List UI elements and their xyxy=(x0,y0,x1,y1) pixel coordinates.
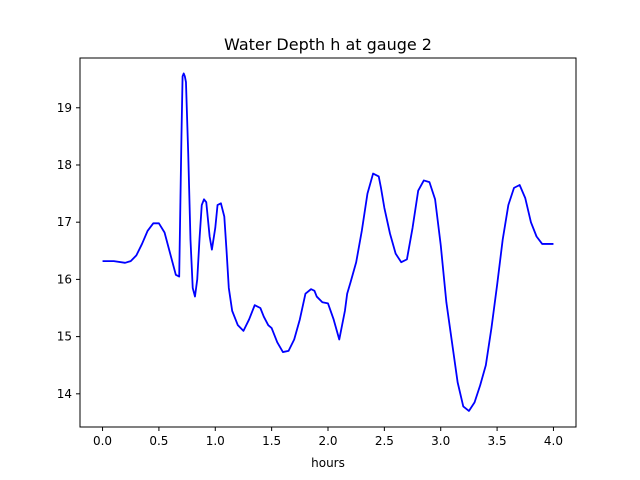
y-tick-label: 15 xyxy=(57,330,72,344)
series-line-0 xyxy=(102,72,554,412)
x-tick-label: 4.0 xyxy=(544,434,563,448)
x-axis: 0.0 0.5 1.0 1.5 2.0 2.5 3.0 3.5 4.0 xyxy=(93,427,563,448)
x-axis-label: hours xyxy=(311,456,345,470)
y-tick-label: 19 xyxy=(57,101,72,115)
x-tick-label: 3.0 xyxy=(431,434,450,448)
y-tick-label: 16 xyxy=(57,272,72,286)
x-tick-label: 1.5 xyxy=(262,434,281,448)
x-tick-label: 2.5 xyxy=(375,434,394,448)
y-tick-label: 14 xyxy=(57,387,72,401)
plot-area xyxy=(102,72,554,412)
y-tick-label: 17 xyxy=(57,215,72,229)
y-axis: 14 15 16 17 18 19 xyxy=(57,101,80,401)
x-tick-label: 0.5 xyxy=(149,434,168,448)
y-tick-label: 18 xyxy=(57,158,72,172)
x-tick-label: 1.0 xyxy=(206,434,225,448)
chart-title: Water Depth h at gauge 2 xyxy=(224,35,432,54)
x-tick-label: 2.0 xyxy=(318,434,337,448)
x-tick-label: 0.0 xyxy=(93,434,112,448)
x-tick-label: 3.5 xyxy=(488,434,507,448)
